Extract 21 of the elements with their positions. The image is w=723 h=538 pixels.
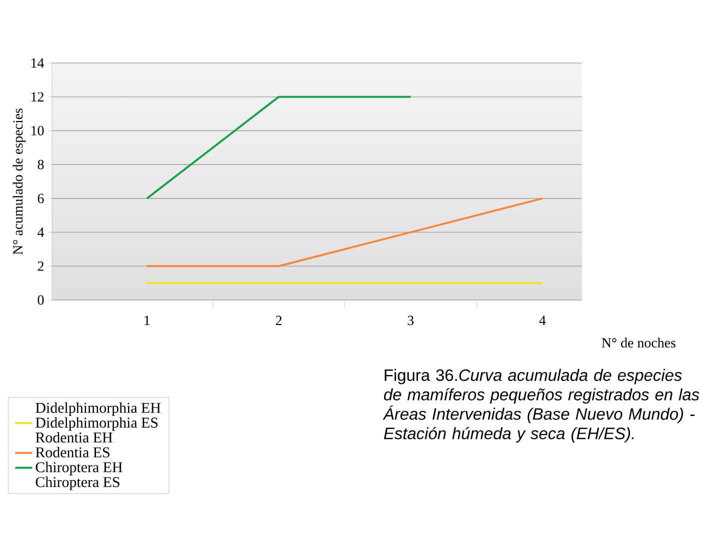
legend-label: Didelphimorphia ES (36, 417, 158, 431)
text: Rodentia EH (36, 432, 112, 443)
text: Chiroptera ES (36, 476, 120, 490)
legend-label: Chiroptera EH (36, 462, 122, 476)
y-tick-label: 12 (32, 92, 44, 102)
y-tick-label: 4 (38, 228, 44, 237)
y-tick-label: 10 (32, 126, 44, 136)
text: Didelphimorphia EH (36, 402, 161, 416)
y-tick-label: 8 (38, 160, 44, 170)
y-tick-label: 6 (38, 194, 44, 204)
y-tick-label: 0 (38, 295, 44, 305)
legend-label: Rodentia ES (36, 446, 110, 458)
x-tick-label: 2 (276, 316, 282, 325)
y-tick-label: 2 (38, 262, 44, 271)
x-axis-title: N° de noches (602, 338, 676, 348)
x-tick-label: 1 (144, 316, 150, 325)
x-tick-label: 4 (539, 316, 546, 325)
text: Figura 36.Curva acumulada de especies de mamíferos pequeños registrados en las Áreas Intervenidas (Base Nuevo Mundo) - Estación húmeda y seca (EH/ES). (382, 368, 700, 443)
x-tick-label: 3 (408, 316, 414, 326)
y-tick-label: 14 (32, 58, 44, 68)
y-axis-title: N° acumulado de especies (12, 108, 26, 255)
